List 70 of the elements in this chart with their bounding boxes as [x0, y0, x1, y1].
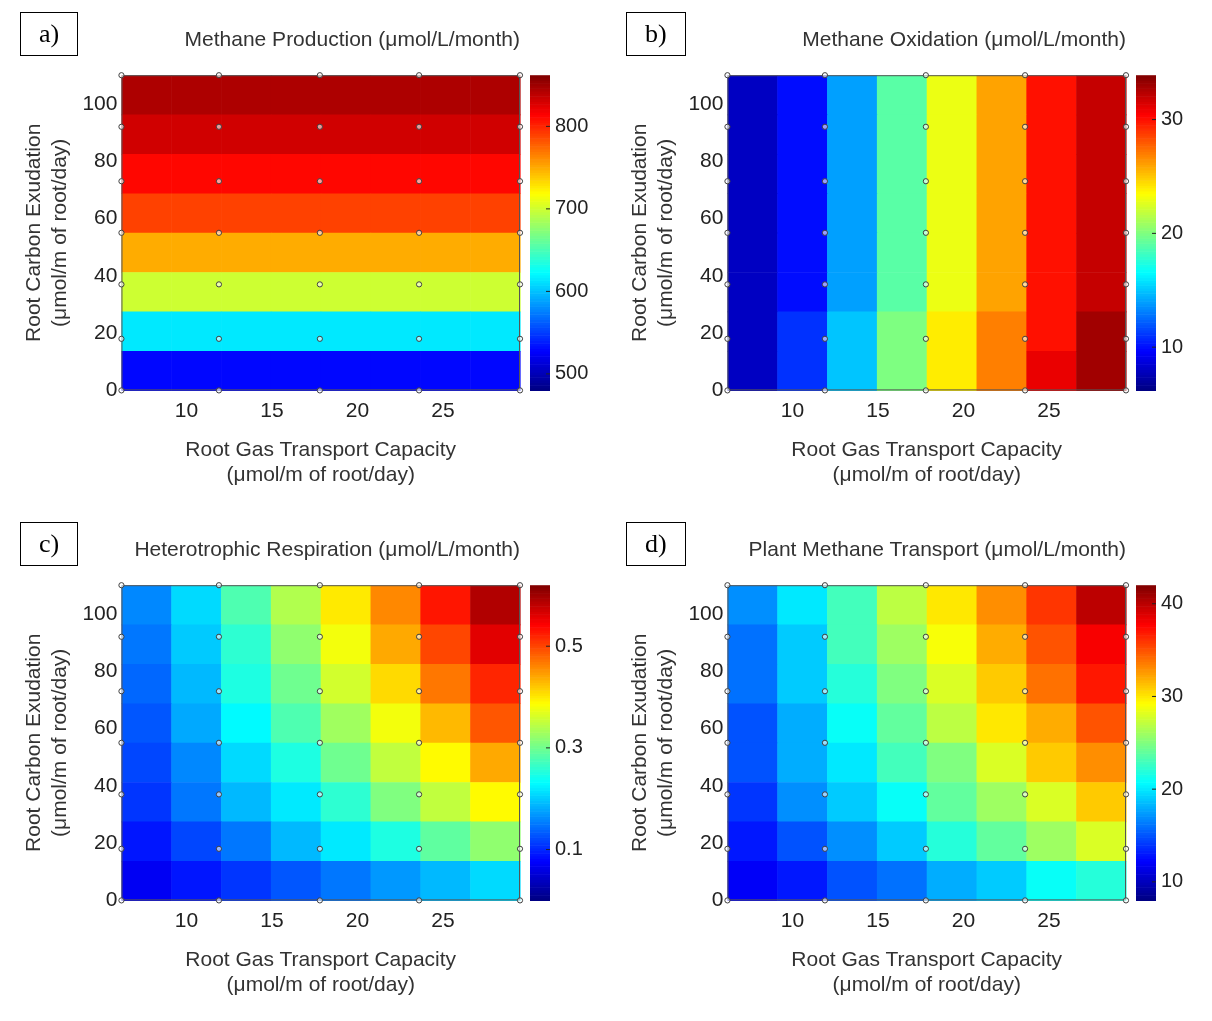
- y-tick-label: 20: [94, 829, 118, 853]
- text: d): [626, 522, 686, 566]
- x-tick-label: 25: [431, 397, 455, 421]
- y-axis-title: Root Carbon Exudation (μmol/m of root/day): [21, 633, 70, 852]
- x-tick-label: 25: [1037, 907, 1061, 931]
- color-bar-label: 30: [1161, 107, 1184, 130]
- y-axis-title: Root Carbon Exudation (μmol/m of root/day): [627, 633, 676, 852]
- color-bar-label: 10: [1161, 869, 1184, 892]
- y-tick-label: 100: [82, 600, 118, 624]
- y-tick-label: 100: [82, 90, 118, 114]
- y-tick-label: 0: [711, 377, 724, 401]
- text: a): [20, 12, 79, 56]
- color-bar-label: 30: [1161, 683, 1184, 706]
- x-axis-title: Root Gas Transport Capacity (μmol/m of root/day): [791, 437, 1063, 486]
- y-tick-label: 40: [700, 262, 724, 286]
- x-tick-label: 20: [951, 397, 976, 421]
- color-bar-label: 20: [1161, 776, 1184, 799]
- y-axis-title: Root Carbon Exudation (μmol/m of root/day): [627, 123, 676, 342]
- y-tick-label: 20: [700, 319, 724, 343]
- x-tick-label: 25: [431, 907, 455, 931]
- y-tick-label: 20: [700, 829, 724, 853]
- y-axis-title: Root Carbon Exudation (μmol/m of root/day): [21, 123, 70, 342]
- y-tick-label: 60: [700, 715, 724, 739]
- y-tick-label: 80: [94, 657, 118, 681]
- y-tick-label: 80: [700, 657, 724, 681]
- text: c): [20, 522, 79, 566]
- x-tick-label: 20: [951, 907, 976, 931]
- color-bar-label: 800: [555, 113, 589, 136]
- x-axis-title: Root Gas Transport Capacity (μmol/m of root/day): [791, 947, 1063, 996]
- y-tick-label: 100: [688, 90, 724, 114]
- y-tick-label: 0: [711, 887, 724, 911]
- chart-title: Heterotrophic Respiration (μmol/L/month): [134, 537, 520, 561]
- x-tick-label: 25: [1037, 397, 1061, 421]
- y-tick-label: 0: [105, 377, 118, 401]
- color-bar-label: 500: [555, 361, 589, 384]
- color-bar-label: 40: [1161, 591, 1184, 614]
- color-bar-label: 20: [1161, 220, 1184, 243]
- color-bar-label: 600: [555, 278, 589, 301]
- x-tick-label: 20: [345, 397, 370, 421]
- x-axis-title: Root Gas Transport Capacity (μmol/m of root/day): [185, 437, 457, 486]
- y-tick-label: 60: [94, 205, 118, 229]
- y-tick-label: 40: [700, 772, 724, 796]
- y-tick-label: 40: [94, 262, 118, 286]
- x-tick-label: 10: [174, 397, 199, 421]
- text: b): [626, 12, 686, 56]
- chart-title: Methane Oxidation (μmol/L/month): [802, 27, 1126, 51]
- y-tick-label: 40: [94, 772, 118, 796]
- x-tick-label: 15: [260, 907, 284, 931]
- x-tick-label: 15: [866, 907, 890, 931]
- chart-title: Methane Production (μmol/L/month): [184, 27, 520, 51]
- x-tick-label: 15: [260, 397, 284, 421]
- x-tick-label: 10: [780, 397, 805, 421]
- color-bar-label: 700: [555, 196, 589, 219]
- y-tick-label: 20: [94, 319, 118, 343]
- x-tick-label: 10: [780, 907, 805, 931]
- x-axis-title: Root Gas Transport Capacity (μmol/m of root/day): [185, 947, 457, 996]
- y-tick-label: 60: [700, 205, 724, 229]
- color-bar-label: 0.5: [555, 633, 583, 656]
- x-tick-label: 15: [866, 397, 890, 421]
- x-tick-label: 10: [174, 907, 199, 931]
- y-tick-label: 80: [700, 147, 724, 171]
- y-tick-label: 0: [105, 887, 118, 911]
- y-tick-label: 60: [94, 715, 118, 739]
- color-bar-label: 0.3: [555, 735, 583, 758]
- x-tick-label: 20: [345, 907, 370, 931]
- color-bar-label: 0.1: [555, 837, 583, 860]
- y-tick-label: 100: [688, 600, 724, 624]
- chart-title: Plant Methane Transport (μmol/L/month): [748, 537, 1126, 561]
- color-bar-label: 10: [1161, 334, 1184, 357]
- y-tick-label: 80: [94, 147, 118, 171]
